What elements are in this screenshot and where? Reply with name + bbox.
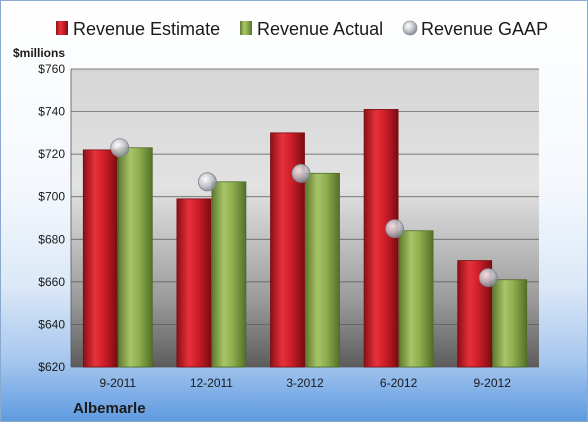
y-tick-label: $720 — [38, 147, 65, 161]
legend-swatch-revenue-estimate — [56, 21, 68, 35]
marker-revenue-gaap — [291, 163, 311, 183]
legend: Revenue Estimate Revenue Actual Revenue … — [56, 19, 548, 39]
x-tick-label: 12-2011 — [190, 376, 233, 390]
legend-swatch-revenue-actual — [240, 21, 252, 35]
marker-revenue-gaap — [110, 138, 130, 158]
x-tick-label: 9-2012 — [474, 376, 512, 390]
bar-revenue-estimate — [176, 198, 212, 368]
legend-swatch-revenue-gaap — [402, 20, 418, 36]
y-axis-ticks: $620 $640 $660 $680 $700 $720 $740 $760 — [38, 62, 65, 374]
legend-label-revenue-estimate: Revenue Estimate — [73, 19, 220, 39]
bar-revenue-actual — [398, 230, 434, 368]
bar-revenue-actual — [492, 279, 528, 368]
y-tick-label: $620 — [38, 360, 65, 374]
bar-revenue-actual — [211, 181, 247, 368]
y-tick-label: $760 — [38, 62, 65, 76]
bar-revenue-estimate — [457, 260, 493, 368]
bar-revenue-estimate — [82, 149, 118, 368]
y-tick-label: $680 — [38, 232, 65, 246]
x-tick-label: 9-2011 — [100, 376, 137, 390]
company-label: Albemarle — [73, 400, 146, 417]
y-tick-label: $640 — [38, 317, 65, 331]
y-axis-unit-label: $millions — [13, 46, 65, 60]
bar-revenue-actual — [117, 147, 153, 368]
marker-revenue-gaap — [385, 219, 405, 239]
bar-revenue-actual — [305, 172, 340, 368]
legend-label-revenue-gaap: Revenue GAAP — [421, 19, 548, 39]
marker-revenue-gaap — [478, 268, 498, 288]
y-tick-label: $740 — [38, 105, 65, 119]
y-tick-label: $660 — [38, 275, 65, 289]
bars — [82, 109, 528, 368]
marker-revenue-gaap — [197, 172, 217, 192]
bar-revenue-estimate — [363, 109, 399, 368]
x-tick-label: 6-2012 — [380, 376, 418, 390]
x-axis-ticks: 9-2011 12-2011 3-2012 6-2012 9-2012 — [100, 376, 512, 390]
gaap-markers — [110, 138, 498, 288]
x-tick-label: 3-2012 — [286, 376, 324, 390]
y-tick-label: $700 — [38, 190, 65, 204]
legend-label-revenue-actual: Revenue Actual — [257, 19, 383, 39]
